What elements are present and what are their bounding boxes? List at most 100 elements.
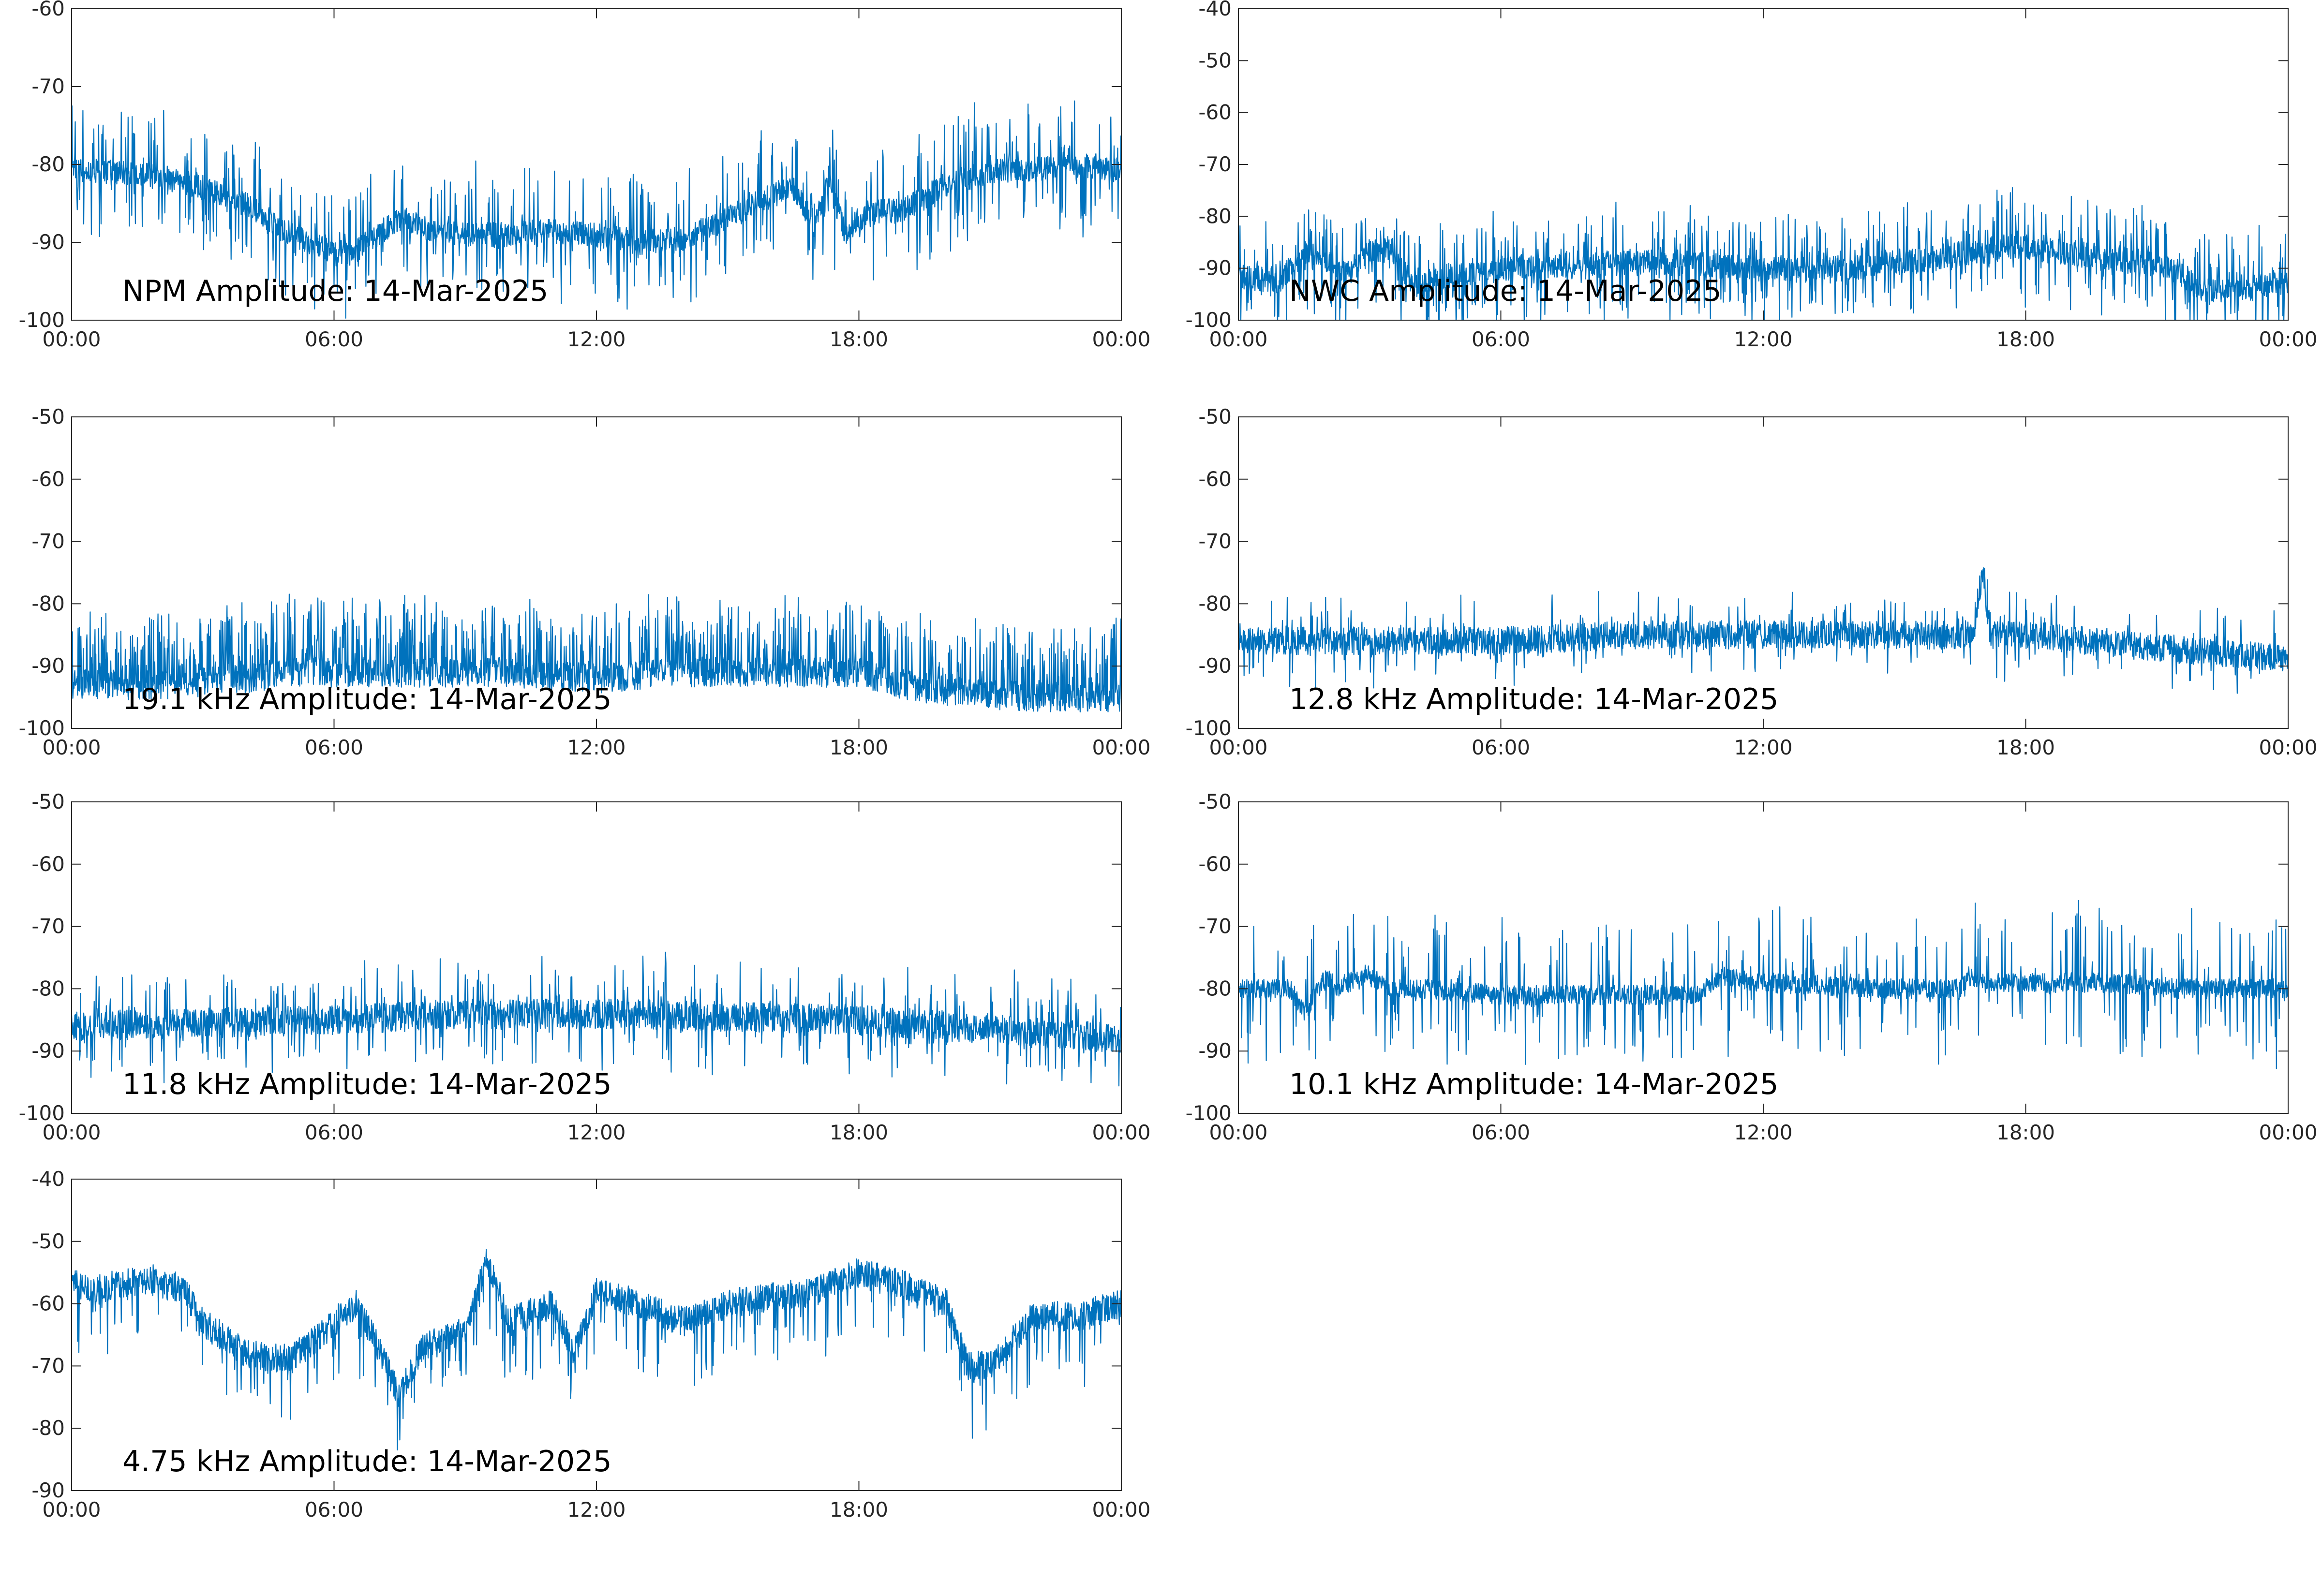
chart-title: 12.8 kHz Amplitude: 14-Mar-2025 <box>1289 682 1779 716</box>
x-tick-label: 06:00 <box>305 1121 363 1144</box>
y-tick-label: -70 <box>1198 915 1232 938</box>
y-tick-label: -80 <box>1198 204 1232 228</box>
x-tick-label: 06:00 <box>305 1498 363 1522</box>
x-tick-label: 12:00 <box>567 736 625 759</box>
series-line <box>72 100 1121 319</box>
y-tick-label: -80 <box>31 1416 65 1440</box>
x-tick-label: 00:00 <box>2259 327 2317 351</box>
y-tick-label: -90 <box>1198 654 1232 678</box>
x-tick-label: 18:00 <box>830 1121 888 1144</box>
x-tick-label: 18:00 <box>830 736 888 759</box>
x-tick-label: 00:00 <box>1209 1121 1267 1144</box>
y-tick-label: -50 <box>1198 790 1232 813</box>
x-tick-label: 12:00 <box>1734 327 1792 351</box>
y-tick-label: -80 <box>1198 976 1232 1000</box>
series-line <box>1238 900 2288 1069</box>
y-tick-label: -100 <box>1186 308 1232 332</box>
x-tick-label: 00:00 <box>2259 1121 2317 1144</box>
x-tick-label: 00:00 <box>42 327 101 351</box>
y-tick-label: -50 <box>31 405 65 429</box>
y-tick-label: -90 <box>1198 1039 1232 1063</box>
y-tick-label: -80 <box>31 591 65 615</box>
y-tick-label: -90 <box>31 654 65 678</box>
chart-title: NWC Amplitude: 14-Mar-2025 <box>1289 274 1722 308</box>
y-tick-label: -100 <box>19 716 65 740</box>
x-tick-label: 06:00 <box>1472 736 1530 759</box>
y-tick-label: -60 <box>31 852 65 876</box>
y-tick-label: -80 <box>31 152 65 176</box>
x-tick-label: 00:00 <box>1092 736 1150 759</box>
y-tick-label: -60 <box>1198 852 1232 876</box>
x-tick-label: 12:00 <box>567 1498 625 1522</box>
y-tick-label: -80 <box>31 976 65 1000</box>
y-tick-label: -70 <box>31 530 65 553</box>
x-tick-label: 00:00 <box>1209 736 1267 759</box>
series-line <box>72 593 1121 713</box>
x-tick-label: 06:00 <box>1472 327 1530 351</box>
y-tick-label: -70 <box>31 74 65 98</box>
axes-frame <box>71 801 1122 1114</box>
y-tick-label: -90 <box>31 1039 65 1063</box>
y-tick-label: -90 <box>31 1478 65 1502</box>
x-tick-label: 00:00 <box>1092 327 1150 351</box>
y-tick-label: -60 <box>31 1292 65 1315</box>
chart-title: NPM Amplitude: 14-Mar-2025 <box>122 274 548 308</box>
x-tick-label: 18:00 <box>830 327 888 351</box>
series-line <box>72 1249 1121 1450</box>
x-tick-label: 18:00 <box>830 1498 888 1522</box>
x-tick-label: 06:00 <box>305 327 363 351</box>
y-tick-label: -100 <box>19 308 65 332</box>
y-tick-label: -60 <box>1198 101 1232 124</box>
y-tick-label: -50 <box>31 1229 65 1253</box>
x-tick-label: 06:00 <box>1472 1121 1530 1144</box>
x-tick-label: 00:00 <box>1209 327 1267 351</box>
y-tick-label: -40 <box>31 1167 65 1191</box>
x-tick-label: 18:00 <box>1996 1121 2055 1144</box>
chart-title: 11.8 kHz Amplitude: 14-Mar-2025 <box>122 1067 612 1101</box>
chart-title: 19.1 kHz Amplitude: 14-Mar-2025 <box>122 682 612 716</box>
y-tick-label: -90 <box>31 230 65 254</box>
y-tick-label: -50 <box>31 790 65 813</box>
x-tick-label: 18:00 <box>1996 327 2055 351</box>
series-line <box>1238 187 2288 320</box>
x-tick-label: 18:00 <box>1996 736 2055 759</box>
x-tick-label: 12:00 <box>1734 736 1792 759</box>
x-tick-label: 06:00 <box>305 736 363 759</box>
x-tick-label: 12:00 <box>567 327 625 351</box>
y-tick-label: -100 <box>19 1101 65 1125</box>
y-tick-label: -100 <box>1186 1101 1232 1125</box>
y-tick-label: -70 <box>31 915 65 938</box>
y-tick-label: -60 <box>31 0 65 20</box>
y-tick-label: -70 <box>1198 152 1232 176</box>
x-tick-label: 12:00 <box>1734 1121 1792 1144</box>
series-line <box>1238 567 2288 694</box>
x-tick-label: 00:00 <box>42 736 101 759</box>
x-tick-label: 00:00 <box>42 1121 101 1144</box>
y-tick-label: -60 <box>31 467 65 491</box>
axes-frame <box>1238 416 2289 729</box>
y-tick-label: -80 <box>1198 591 1232 615</box>
y-tick-label: -90 <box>1198 256 1232 280</box>
series-line <box>72 951 1121 1087</box>
y-tick-label: -50 <box>1198 405 1232 429</box>
y-tick-label: -100 <box>1186 716 1232 740</box>
y-tick-label: -70 <box>1198 530 1232 553</box>
chart-title: 10.1 kHz Amplitude: 14-Mar-2025 <box>1289 1067 1779 1101</box>
x-tick-label: 12:00 <box>567 1121 625 1144</box>
y-tick-label: -70 <box>31 1354 65 1377</box>
y-tick-label: -60 <box>1198 467 1232 491</box>
y-tick-label: -40 <box>1198 0 1232 20</box>
y-tick-label: -50 <box>1198 48 1232 72</box>
x-tick-label: 00:00 <box>2259 736 2317 759</box>
chart-title: 4.75 kHz Amplitude: 14-Mar-2025 <box>122 1445 612 1478</box>
x-tick-label: 00:00 <box>42 1498 101 1522</box>
x-tick-label: 00:00 <box>1092 1121 1150 1144</box>
